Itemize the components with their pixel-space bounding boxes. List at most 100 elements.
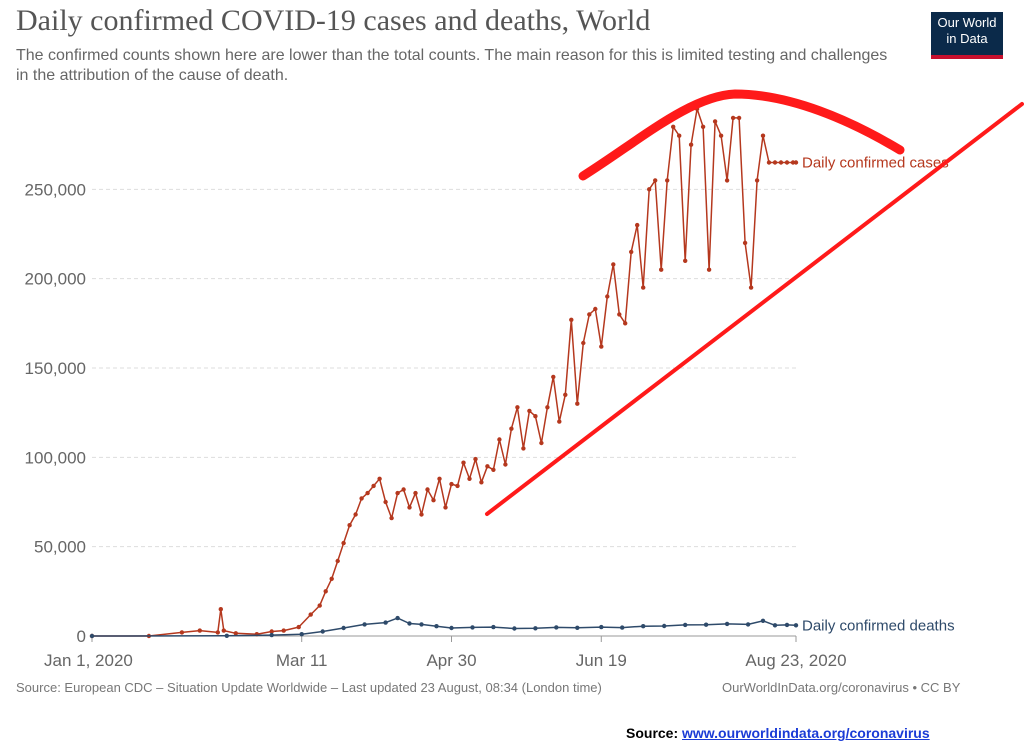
data-point — [718, 133, 724, 138]
data-point — [497, 437, 502, 442]
data-point — [473, 456, 478, 462]
data-point — [491, 624, 496, 630]
data-point — [401, 487, 406, 492]
source-link[interactable]: www.ourworldindata.org/coronavirus — [682, 725, 930, 741]
data-point — [461, 460, 466, 465]
y-tick-label: 150,000 — [25, 359, 86, 378]
annotations — [485, 89, 1024, 516]
data-point — [449, 625, 454, 631]
y-tick-label: 0 — [77, 627, 86, 646]
data-point — [748, 285, 754, 290]
y-tick-label: 200,000 — [25, 270, 86, 289]
data-point — [425, 487, 430, 492]
logo-line-2: in Data — [946, 31, 988, 46]
data-point — [419, 512, 424, 517]
data-point — [365, 490, 370, 496]
data-point — [605, 294, 610, 299]
series-label: Daily confirmed cases — [802, 155, 949, 172]
data-point — [599, 624, 604, 630]
y-tick-label: 100,000 — [25, 448, 86, 467]
data-point — [407, 505, 412, 510]
data-point — [491, 467, 496, 472]
data-point — [620, 625, 625, 630]
data-point — [467, 476, 472, 481]
data-point — [431, 498, 436, 503]
series-group — [89, 106, 799, 639]
gridlines — [92, 188, 796, 548]
data-point — [677, 133, 682, 138]
data-point — [545, 405, 550, 410]
data-point — [509, 426, 514, 431]
data-point — [745, 622, 751, 627]
data-point — [512, 626, 517, 631]
data-point — [533, 414, 538, 419]
data-point — [793, 623, 799, 628]
data-point — [611, 262, 616, 267]
data-point — [629, 249, 634, 255]
data-point — [455, 483, 460, 489]
data-point — [395, 490, 400, 496]
data-point — [730, 115, 736, 121]
data-point — [778, 160, 784, 165]
data-point — [742, 240, 748, 246]
series-line — [92, 108, 796, 637]
data-point — [617, 312, 622, 317]
data-point — [359, 496, 364, 501]
data-point — [395, 615, 400, 621]
series-line — [91, 617, 797, 637]
data-point — [383, 499, 388, 505]
data-point — [341, 625, 346, 631]
data-point — [557, 419, 562, 424]
footer-credit[interactable]: OurWorldInData.org/coronavirus • CC BY — [722, 680, 961, 695]
data-point — [527, 408, 532, 414]
annotation-arc — [578, 89, 905, 181]
x-tick-label: Apr 30 — [426, 651, 476, 670]
data-point — [377, 476, 382, 481]
data-point — [89, 633, 95, 639]
data-point — [581, 340, 586, 346]
data-point — [593, 306, 598, 312]
y-tick-label: 50,000 — [34, 538, 86, 557]
data-point — [772, 623, 778, 628]
data-point — [503, 462, 508, 467]
data-point — [485, 464, 490, 469]
data-point — [575, 625, 580, 630]
data-point — [563, 392, 568, 397]
data-point — [269, 629, 274, 634]
data-point — [671, 124, 676, 129]
data-point — [793, 160, 799, 165]
data-point — [760, 618, 766, 623]
data-point — [371, 483, 376, 489]
data-point — [665, 178, 670, 183]
data-point — [443, 505, 448, 510]
data-point — [575, 401, 580, 406]
series-label: Daily confirmed deaths — [802, 617, 955, 634]
footer-source: Source: European CDC – Situation Update … — [16, 680, 602, 695]
owid-logo[interactable]: Our World in Data — [931, 12, 1003, 59]
data-point — [688, 142, 694, 147]
data-point — [599, 344, 604, 349]
data-point — [353, 512, 358, 517]
data-point — [269, 632, 274, 638]
data-point — [437, 476, 442, 481]
series-labels: Daily confirmed cases Daily confirmed dea… — [802, 155, 955, 635]
data-point — [323, 589, 328, 594]
source-line: Source: www.ourworldindata.org/coronavir… — [626, 725, 930, 741]
data-point — [587, 312, 592, 317]
annotation-trend-line — [485, 102, 1024, 516]
data-point — [724, 621, 730, 627]
data-point — [347, 523, 352, 528]
data-point — [766, 160, 772, 165]
data-point — [389, 515, 394, 521]
data-point — [224, 633, 229, 638]
data-point — [362, 622, 367, 627]
data-point — [233, 631, 238, 636]
data-point — [784, 160, 790, 165]
data-point — [772, 160, 778, 165]
data-point — [335, 558, 340, 564]
data-point — [784, 622, 790, 628]
data-point — [317, 603, 322, 608]
data-point — [641, 624, 646, 629]
y-axis-ticks: 0 50,000 100,000 150,000 200,000 250,000 — [25, 180, 86, 646]
